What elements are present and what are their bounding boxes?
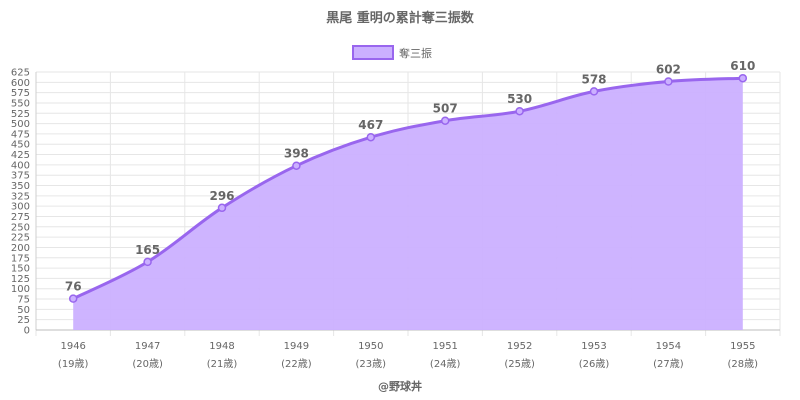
series-area — [72, 76, 743, 330]
data-label: 530 — [507, 92, 532, 106]
y-tick-label: 75 — [17, 295, 30, 306]
data-point — [68, 294, 78, 303]
data-label: 165 — [135, 243, 160, 257]
y-tick-label: 300 — [11, 202, 30, 213]
data-label: 76 — [65, 280, 82, 294]
chart-title: 黒尾 重明の累計奪三振数 — [326, 10, 475, 26]
x-tick-sublabel: (21歳) — [207, 358, 238, 370]
legend-label: 奪三振 — [399, 46, 432, 60]
x-tick-label: 1949 — [284, 341, 309, 352]
y-tick-label: 500 — [11, 119, 30, 130]
y-tick-label: 325 — [11, 191, 30, 202]
y-tick-label: 25 — [17, 315, 30, 326]
x-tick-sublabel: (24歳) — [430, 358, 461, 370]
y-tick-label: 50 — [17, 305, 30, 316]
y-tick-label: 450 — [11, 140, 30, 151]
data-label: 467 — [358, 118, 383, 132]
data-point — [738, 73, 748, 83]
y-tick-label: 175 — [11, 253, 30, 264]
data-point — [292, 161, 301, 170]
y-tick-label: 0 — [24, 326, 30, 337]
data-label: 578 — [581, 72, 606, 86]
data-point — [217, 203, 227, 213]
y-tick-label: 375 — [11, 171, 30, 182]
data-point — [143, 257, 152, 267]
y-tick-label: 275 — [11, 212, 30, 223]
x-axis: 1946 (19歳) 1947 (20歳) 1948 (21歳) 1949 (22歳) 1950… — [58, 341, 758, 370]
y-tick-label: 150 — [11, 264, 30, 275]
x-tick-sublabel: (20歳) — [132, 358, 163, 370]
x-tick-label: 1951 — [432, 341, 457, 352]
x-tick-sublabel: (19歳) — [58, 358, 89, 370]
y-tick-label: 100 — [11, 284, 30, 295]
data-point — [366, 132, 376, 142]
y-tick-label: 425 — [11, 150, 30, 161]
series-line — [72, 76, 743, 300]
legend: 奪三振 — [352, 45, 432, 60]
x-tick-sublabel: (28歳) — [728, 358, 759, 370]
data-label: 296 — [209, 189, 234, 203]
credit-text: @野球丼 — [378, 379, 422, 393]
x-tick-label: 1950 — [358, 341, 383, 352]
x-tick-label: 1948 — [209, 341, 234, 352]
x-tick-label: 1953 — [581, 341, 606, 352]
data-point — [589, 87, 599, 96]
data-label: 602 — [656, 62, 681, 76]
x-tick-label: 1952 — [507, 341, 532, 352]
data-point — [440, 116, 450, 125]
x-tick-sublabel: (27歳) — [653, 358, 684, 370]
x-tick-sublabel: (25歳) — [504, 358, 535, 370]
y-tick-label: 550 — [11, 98, 30, 109]
x-tick-label: 1954 — [656, 341, 681, 352]
y-tick-label: 575 — [11, 88, 30, 99]
data-label: 398 — [284, 147, 309, 161]
y-tick-label: 600 — [11, 78, 30, 89]
x-tick-label: 1946 — [60, 341, 85, 352]
y-tick-label: 250 — [11, 222, 30, 233]
y-tick-label: 200 — [11, 243, 30, 254]
y-tick-label: 475 — [11, 129, 30, 140]
legend-swatch — [352, 45, 394, 60]
x-tick-label: 1955 — [730, 341, 755, 352]
series-area-fill — [73, 78, 743, 330]
data-point — [515, 106, 524, 116]
x-tick-sublabel: (23歳) — [356, 358, 387, 370]
x-tick-label: 1947 — [135, 341, 160, 352]
y-tick-label: 625 — [11, 68, 30, 79]
data-label: 610 — [730, 59, 755, 73]
y-tick-label: 400 — [11, 160, 30, 171]
data-points: 76 165 296 398 467 507 530 578 602 610 — [65, 59, 755, 303]
y-tick-label: 350 — [11, 181, 30, 192]
data-point — [664, 77, 673, 86]
x-tick-sublabel: (22歳) — [281, 358, 312, 370]
y-tick-label: 225 — [11, 233, 30, 244]
data-label: 507 — [433, 102, 458, 116]
y-tick-label: 525 — [11, 109, 30, 120]
y-tick-label: 125 — [11, 274, 30, 285]
x-tick-sublabel: (26歳) — [579, 358, 610, 370]
